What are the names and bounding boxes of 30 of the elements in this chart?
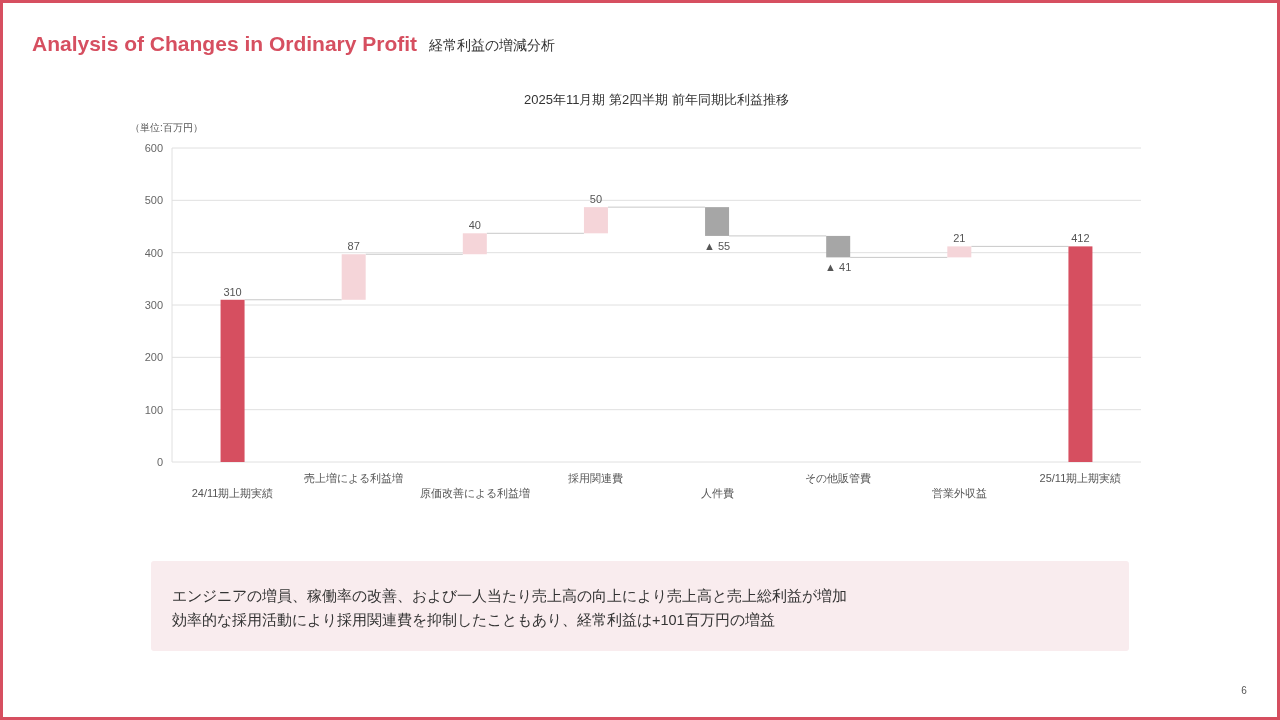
x-tick-label: 原価改善による利益増 (419, 487, 530, 499)
data-label: 50 (589, 193, 603, 206)
y-axis-title: （単位:百万円） (130, 122, 203, 133)
data-label: ▲ 41 (825, 261, 852, 274)
chart-title: Analysis of Changes in Ordinary Profit (32, 32, 418, 55)
x-tick-label: 営業外収益 (931, 487, 987, 499)
text: 6 (1241, 685, 1248, 696)
chart-subtitle: 経常利益の増減分析 (428, 37, 556, 53)
text: 効率的な採用活動により採用関連費を抑制したこともあり、経常利益は+101百万円の増益 (172, 612, 775, 628)
x-tick-label: 24/11期上期実績 (191, 487, 274, 499)
data-label: 21 (953, 232, 966, 245)
x-tick-label: 売上増による利益増 (304, 472, 404, 484)
text: エンジニアの増員、稼働率の改善、および一人当たり売上高の向上により売上高と売上総利益が増加 (172, 588, 847, 604)
y-tick-label: 300 (144, 299, 163, 311)
x-tick-label: 採用関連費 (568, 472, 624, 484)
data-label: 87 (347, 240, 360, 253)
y-tick-label: 0 (156, 456, 163, 468)
data-label: 310 (223, 285, 242, 298)
x-tick-label: 25/11期上期実績 (1039, 472, 1122, 484)
y-tick-label: 600 (144, 142, 163, 154)
x-tick-label: その他販管費 (805, 472, 872, 484)
text: 2025年11月期 第2四半期 前年同期比利益推移 (524, 92, 789, 107)
y-tick-label: 500 (144, 194, 163, 207)
x-tick-label: 人件費 (700, 487, 734, 499)
data-label: 412 (1071, 232, 1090, 245)
y-tick-label: 100 (144, 403, 163, 416)
data-label: 40 (468, 219, 481, 232)
data-label: ▲ 55 (703, 239, 731, 252)
y-tick-label: 400 (144, 246, 163, 259)
y-tick-label: 200 (144, 351, 163, 364)
